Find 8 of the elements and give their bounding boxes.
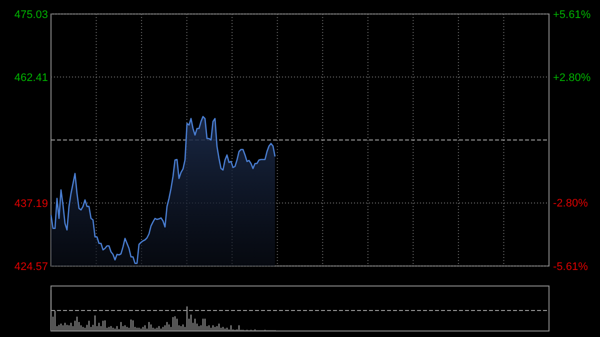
y-tick-label: 475.03	[14, 8, 48, 21]
y2-tick-label: -5.61%	[553, 260, 588, 273]
y2-tick-label: +2.80%	[553, 72, 591, 84]
y2-tick-label: +5.61%	[553, 8, 591, 21]
y2-tick-label: -2.80%	[553, 198, 588, 210]
y-tick-label: 424.57	[14, 260, 48, 273]
y-tick-label: 462.41	[14, 72, 48, 84]
y-tick-label: 437.19	[14, 198, 48, 210]
